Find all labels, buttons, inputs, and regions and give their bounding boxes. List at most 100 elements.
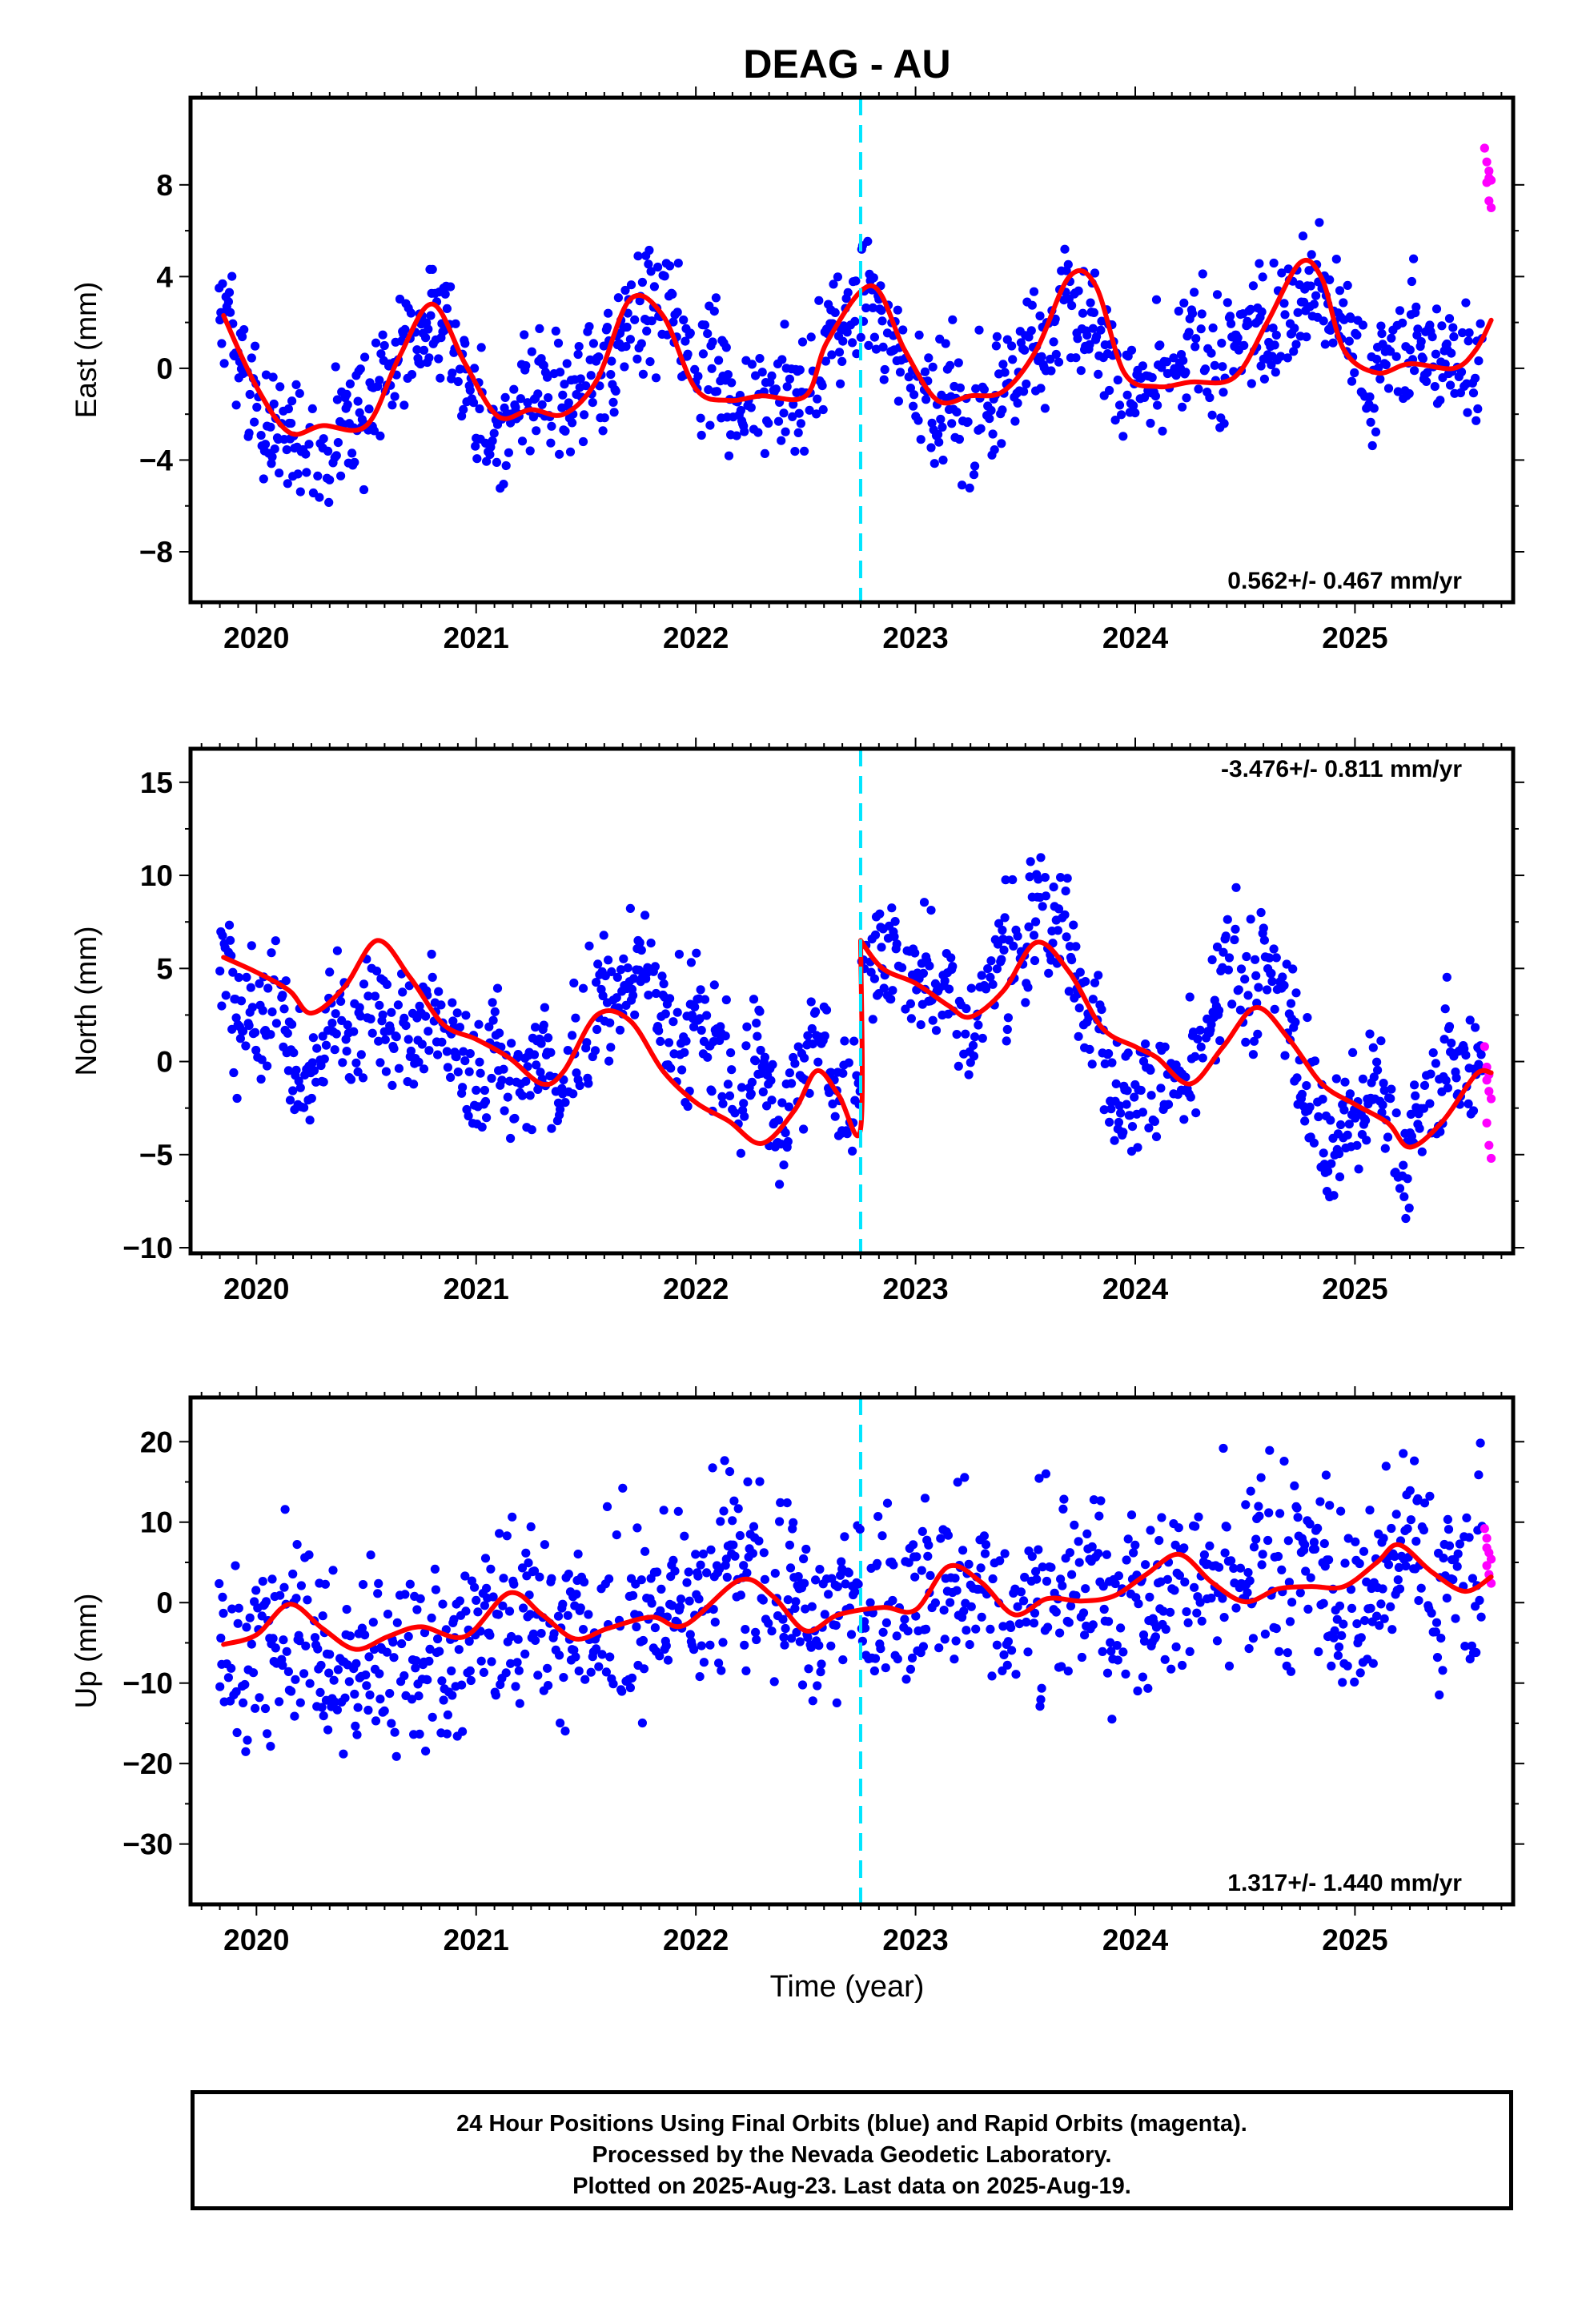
data-point — [747, 360, 757, 369]
data-point — [692, 948, 701, 958]
data-point — [1249, 1036, 1259, 1046]
data-point — [1054, 357, 1064, 367]
data-point — [385, 1689, 395, 1699]
data-point — [1185, 992, 1195, 1002]
data-point — [1027, 1551, 1037, 1562]
data-point — [1130, 1092, 1139, 1102]
data-point — [630, 1010, 640, 1019]
data-point — [351, 1721, 360, 1731]
data-point — [283, 1667, 293, 1676]
data-point — [865, 1598, 875, 1607]
data-point — [1088, 1620, 1098, 1630]
data-point — [1248, 281, 1258, 291]
data-point — [604, 955, 613, 965]
data-point — [1475, 1595, 1484, 1605]
data-point — [1138, 1108, 1147, 1117]
data-point — [1157, 1513, 1166, 1522]
data-point — [250, 417, 259, 427]
data-point — [421, 333, 431, 343]
data-point — [482, 456, 492, 466]
data-point — [930, 1598, 940, 1608]
data-point — [1207, 1019, 1216, 1029]
data-point — [906, 1014, 916, 1023]
data-point — [371, 338, 381, 348]
data-point — [1196, 324, 1206, 334]
rapid-point — [1482, 157, 1492, 167]
data-point — [841, 1579, 850, 1589]
data-point — [1406, 1109, 1415, 1119]
data-point — [336, 996, 346, 1006]
data-point — [1298, 231, 1308, 241]
data-point — [558, 1599, 568, 1609]
data-point — [769, 1677, 779, 1687]
data-point — [803, 1031, 813, 1040]
data-point — [1339, 1105, 1349, 1115]
data-point — [258, 1006, 267, 1015]
data-point — [414, 1691, 424, 1701]
data-point — [247, 1639, 256, 1649]
data-point — [1442, 1594, 1452, 1603]
data-point — [606, 370, 616, 380]
data-point — [1348, 1047, 1358, 1057]
data-point — [976, 424, 986, 433]
data-point — [488, 436, 497, 446]
data-point — [1335, 1601, 1345, 1610]
data-point — [569, 978, 579, 988]
data-point — [1253, 1029, 1263, 1039]
x-tick-label: 2024 — [1102, 621, 1169, 654]
rapid-point — [1486, 1094, 1496, 1104]
rapid-point — [1484, 1087, 1494, 1096]
data-point — [981, 984, 991, 994]
data-point — [320, 1579, 330, 1589]
data-point — [282, 1647, 291, 1656]
data-point — [1464, 1099, 1473, 1108]
data-point — [1150, 392, 1160, 401]
data-point — [303, 1595, 312, 1605]
data-point — [388, 1638, 398, 1647]
data-point — [1331, 255, 1341, 264]
data-point — [1271, 368, 1280, 377]
data-point — [752, 1634, 761, 1645]
data-point — [1192, 1608, 1202, 1618]
data-point — [983, 964, 993, 974]
data-point — [788, 412, 797, 422]
data-point — [1264, 1508, 1274, 1518]
data-point — [1441, 1076, 1451, 1085]
data-point — [1064, 987, 1074, 996]
data-point — [372, 967, 382, 976]
data-point — [636, 339, 646, 348]
data-point — [1106, 1104, 1116, 1114]
data-point — [1096, 325, 1106, 335]
data-point — [555, 1651, 564, 1660]
data-point — [722, 1572, 732, 1582]
data-point — [529, 1050, 540, 1059]
data-point — [797, 337, 808, 347]
data-point — [460, 339, 470, 348]
data-point — [416, 359, 425, 369]
data-point — [1198, 1053, 1207, 1063]
data-point — [753, 428, 763, 437]
data-point — [556, 368, 565, 377]
data-point — [351, 1058, 361, 1068]
data-point — [448, 998, 457, 1007]
data-point — [1452, 1073, 1461, 1083]
data-point — [1242, 951, 1251, 962]
data-point — [1399, 1160, 1408, 1170]
data-point — [971, 1624, 981, 1634]
data-point — [1227, 1556, 1236, 1566]
data-point — [507, 1039, 516, 1048]
data-point — [448, 368, 457, 378]
data-point — [485, 450, 495, 460]
data-point — [779, 408, 789, 418]
data-point — [1465, 1015, 1475, 1025]
data-point — [319, 1054, 329, 1063]
data-point — [1208, 323, 1218, 333]
data-point — [877, 316, 887, 326]
data-point — [434, 987, 444, 996]
data-point — [1472, 416, 1481, 425]
data-point — [406, 308, 416, 318]
data-point — [602, 323, 612, 332]
data-point — [379, 340, 389, 351]
data-point — [1329, 1633, 1339, 1642]
data-point — [1305, 1102, 1315, 1112]
